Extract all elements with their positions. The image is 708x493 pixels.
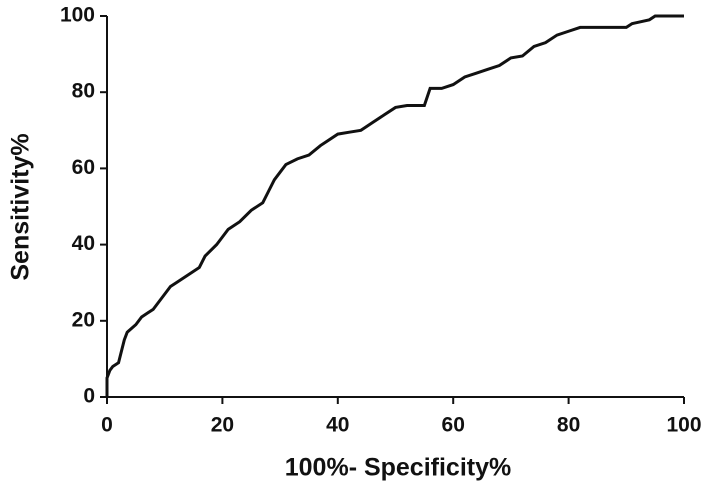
- x-axis-title: 100%- Specificity%: [285, 454, 512, 482]
- x-tick-label: 60: [442, 414, 465, 437]
- y-axis-title: Sensitivity%: [7, 133, 35, 280]
- y-tick-label: 80: [72, 80, 95, 103]
- y-tick-label: 0: [83, 385, 95, 408]
- x-tick-label: 100: [666, 414, 701, 437]
- y-tick-label: 60: [72, 156, 95, 179]
- y-tick-label: 100: [60, 4, 95, 27]
- x-tick-label: 80: [557, 414, 580, 437]
- y-tick-label: 40: [72, 232, 95, 255]
- x-tick-label: 0: [101, 414, 113, 437]
- x-tick-label: 20: [211, 414, 234, 437]
- y-tick-label: 20: [72, 308, 95, 331]
- roc-curve: [105, 14, 684, 397]
- x-tick-label: 40: [326, 414, 349, 437]
